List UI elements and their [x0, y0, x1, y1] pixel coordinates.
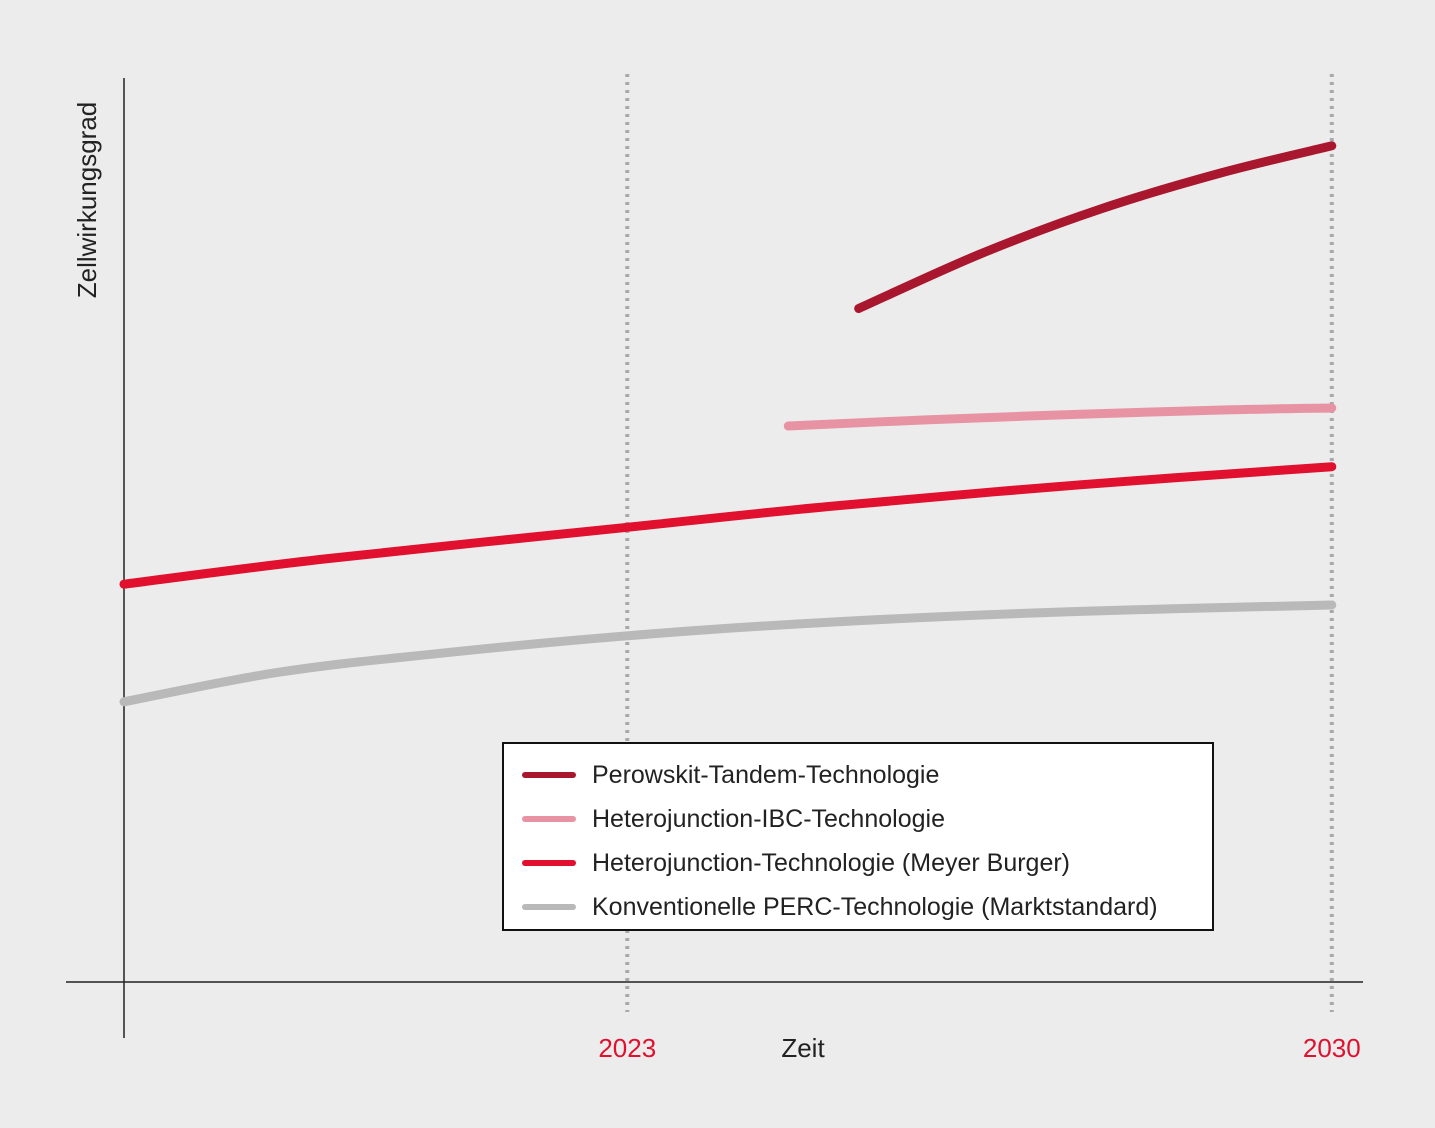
legend-item: Heterojunction-IBC-Technologie	[522, 797, 1212, 841]
series-lines	[119, 141, 1337, 707]
legend-item: Konventionelle PERC-Technologie (Marktst…	[522, 885, 1212, 929]
legend-label: Perowskit-Tandem-Technologie	[592, 760, 940, 789]
x-tick-label-2030: 2030	[1303, 1033, 1361, 1063]
series-line-3	[119, 462, 1337, 589]
legend-item: Perowskit-Tandem-Technologie	[522, 753, 1212, 797]
series-line-2	[783, 403, 1337, 431]
legend: Perowskit-Tandem-Technologie Heterojunct…	[502, 742, 1214, 931]
x-tick-label-2023: 2023	[598, 1033, 656, 1063]
legend-label: Heterojunction-Technologie (Meyer Burger…	[592, 848, 1071, 877]
legend-swatch	[522, 816, 576, 822]
legend-label: Heterojunction-IBC-Technologie	[592, 804, 945, 833]
legend-label: Konventionelle PERC-Technologie (Marktst…	[592, 892, 1158, 921]
x-axis-label: Zeit	[781, 1033, 825, 1063]
legend-item: Heterojunction-Technologie (Meyer Burger…	[522, 841, 1212, 885]
legend-swatch	[522, 860, 576, 866]
series-line-4	[119, 600, 1337, 707]
x-tick-labels: 2023 2030	[598, 1033, 1360, 1063]
y-axis-label: Zellwirkungsgrad	[72, 102, 102, 299]
series-line-1	[854, 141, 1337, 313]
legend-swatch	[522, 772, 576, 778]
legend-swatch	[522, 904, 576, 910]
